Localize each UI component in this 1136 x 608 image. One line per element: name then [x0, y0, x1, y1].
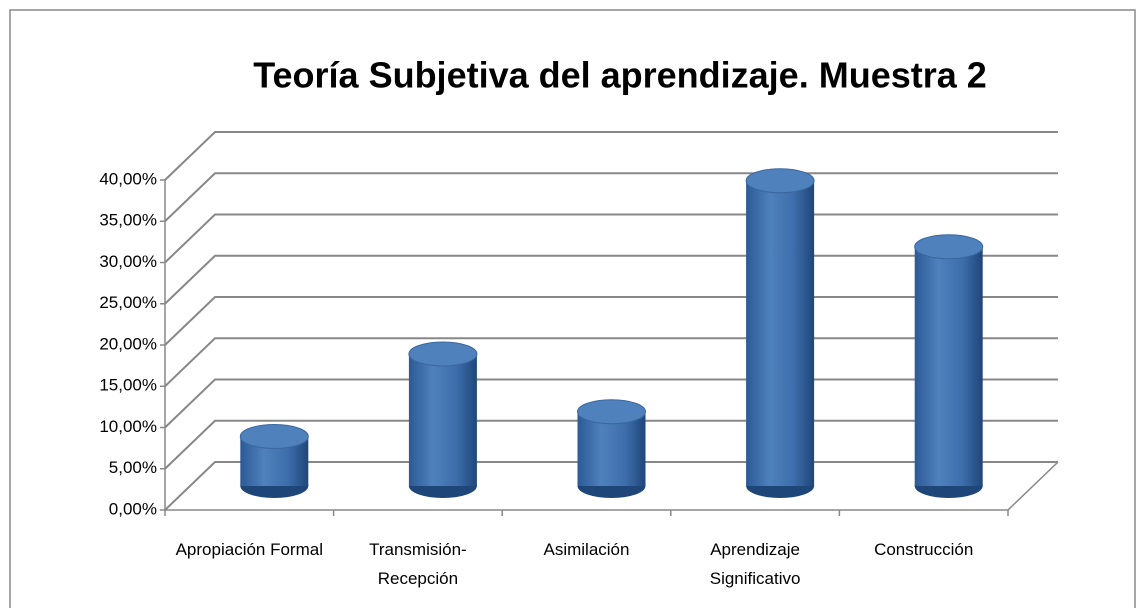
- bar: [577, 399, 646, 498]
- y-tick-label: 5,00%: [109, 458, 157, 477]
- y-tick-label: 0,00%: [109, 499, 157, 518]
- bar-top: [408, 341, 478, 367]
- chart-title: Teoría Subjetiva del aprendizaje. Muestr…: [253, 55, 987, 96]
- x-tick-label: Construcción: [874, 540, 974, 559]
- y-tick-label: 10,00%: [99, 417, 157, 436]
- bar: [745, 168, 815, 498]
- bar-body: [746, 180, 815, 486]
- y-tick-label: 35,00%: [99, 211, 157, 230]
- y-tick-label: 20,00%: [99, 334, 157, 353]
- x-tick-label: Aprendizaje Significativo: [709, 540, 801, 588]
- y-tick-label: 15,00%: [99, 376, 157, 395]
- bar: [408, 341, 478, 498]
- x-tick-label: Apropiación Formal: [175, 540, 323, 559]
- bar-top: [745, 168, 815, 194]
- y-tick-label: 40,00%: [99, 169, 157, 188]
- x-tick-label: Transmisión-Recepción: [369, 540, 467, 588]
- y-tick-label: 25,00%: [99, 293, 157, 312]
- bar: [239, 424, 309, 498]
- bar: [914, 234, 984, 498]
- x-tick-label: Asimilación: [543, 540, 630, 559]
- y-tick-label: 30,00%: [99, 252, 157, 271]
- bar-body: [408, 354, 477, 486]
- grid-line: [164, 131, 1058, 181]
- bar-top: [239, 424, 309, 449]
- bar-top: [914, 234, 984, 260]
- chart-border: [9, 9, 1136, 608]
- bar-top: [577, 399, 646, 425]
- bar-body: [914, 246, 983, 486]
